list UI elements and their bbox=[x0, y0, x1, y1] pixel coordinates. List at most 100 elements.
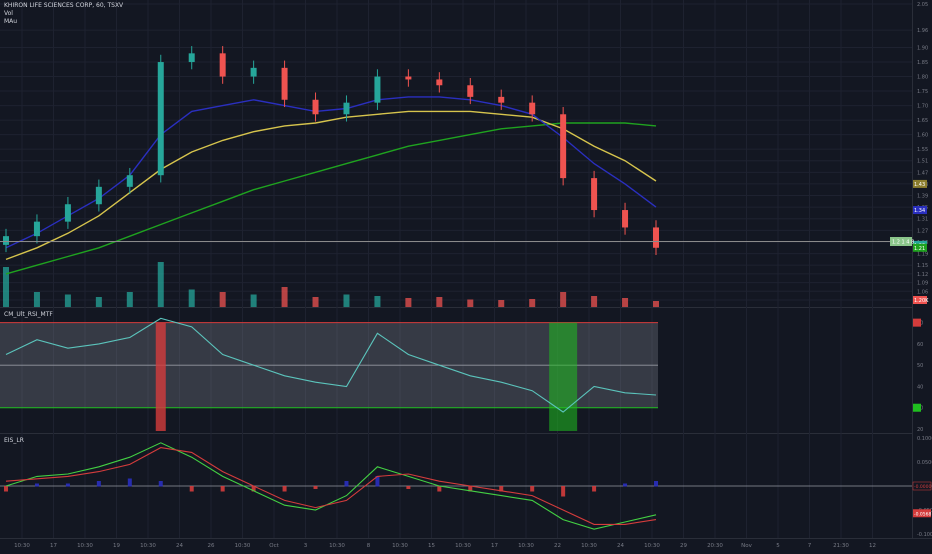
lr-histogram-bar bbox=[499, 486, 504, 492]
ma-line-ema200 bbox=[5, 122, 657, 275]
time-tick-label: 21:30 bbox=[833, 543, 849, 549]
volume-bar bbox=[560, 292, 567, 307]
candle-body bbox=[33, 221, 40, 237]
pivot-badge-bg bbox=[890, 237, 912, 246]
time-tick-label: 24 bbox=[617, 543, 624, 549]
volume-bar bbox=[622, 298, 629, 307]
price-tick-label: 1.15 bbox=[917, 263, 928, 269]
price-tick-label: 1.12 bbox=[917, 272, 928, 278]
volume-bar bbox=[529, 299, 536, 307]
rsi-tick-label: 50 bbox=[917, 363, 923, 369]
volume-bar bbox=[95, 297, 102, 307]
price-tick-label: 2.05 bbox=[917, 2, 928, 8]
lr-histogram-bar bbox=[282, 486, 287, 492]
price-tick-label: 1.96 bbox=[917, 28, 928, 34]
lr-histogram-bar bbox=[313, 486, 318, 489]
time-tick-label: 10:30 bbox=[644, 543, 660, 549]
volume-bar bbox=[188, 289, 195, 307]
volume-bar bbox=[3, 267, 9, 307]
ema50-price-badge: 1.34 bbox=[914, 208, 925, 214]
candle-body bbox=[312, 99, 319, 115]
time-tick-label: 8 bbox=[367, 543, 371, 549]
price-tick-label: 1.47 bbox=[917, 170, 928, 176]
rsi-tick-label: 40 bbox=[917, 384, 923, 390]
time-tick-label: 22 bbox=[554, 543, 561, 549]
volume-bar bbox=[498, 300, 505, 307]
time-tick-label: 26 bbox=[208, 543, 215, 549]
rsi-tick-label: 20 bbox=[917, 427, 923, 433]
volume-badge-bg bbox=[913, 296, 927, 304]
lr-badge-neg: -0.0568 bbox=[914, 511, 932, 517]
mau-label: MAu bbox=[4, 18, 18, 25]
lr-histogram-bar bbox=[127, 478, 132, 487]
price-tick-label: 1.39 bbox=[917, 194, 928, 200]
volume-bar bbox=[281, 287, 288, 307]
lr-histogram-bar bbox=[220, 486, 225, 492]
lr-histogram-bar bbox=[406, 486, 411, 489]
time-tick-label: 10:30 bbox=[140, 543, 156, 549]
time-tick-label: 7 bbox=[808, 543, 812, 549]
ma-line-ema100 bbox=[5, 110, 657, 261]
rsi-oversold-highlight bbox=[549, 322, 578, 431]
volume-bar bbox=[33, 292, 40, 307]
candle-body bbox=[250, 67, 257, 77]
lr-histogram-bar bbox=[251, 486, 256, 492]
time-tick-label: 24 bbox=[176, 543, 183, 549]
time-tick-label: Nov bbox=[741, 543, 752, 549]
volume-badge: 1.20K bbox=[914, 298, 929, 304]
candle-body bbox=[374, 76, 381, 103]
price-tick-label: 1.06 bbox=[917, 289, 928, 295]
lr-histogram-bar bbox=[158, 481, 163, 487]
ma-line-ema50 bbox=[5, 96, 657, 249]
vol-label: Vol bbox=[4, 10, 13, 17]
price-tick-label: 1.27 bbox=[917, 228, 928, 234]
time-tick-label: 20:30 bbox=[707, 543, 723, 549]
candle-body bbox=[3, 236, 9, 245]
lr-histogram-bar bbox=[561, 486, 566, 497]
time-tick-label: 10:30 bbox=[455, 543, 471, 549]
candle-body bbox=[591, 178, 598, 211]
candle-body bbox=[95, 186, 102, 205]
price-tick-label: 1.75 bbox=[917, 89, 928, 95]
time-tick-label: 10:30 bbox=[581, 543, 597, 549]
candle-body bbox=[622, 210, 629, 228]
candle-body bbox=[405, 76, 412, 80]
candle-body bbox=[343, 102, 350, 115]
volume-bar bbox=[374, 296, 381, 307]
time-tick-label: 10:30 bbox=[518, 543, 534, 549]
last-price-badge-bg bbox=[913, 243, 927, 252]
candle-body bbox=[64, 204, 71, 222]
volume-bar bbox=[157, 262, 164, 307]
volume-bar bbox=[126, 292, 133, 307]
lr-histogram-bar bbox=[375, 476, 380, 487]
rsi-line bbox=[5, 317, 657, 413]
candle-body bbox=[219, 53, 226, 77]
lr-histogram-bar bbox=[34, 483, 39, 487]
time-tick-label: 12 bbox=[869, 543, 876, 549]
candle-body bbox=[157, 62, 164, 176]
candle-body bbox=[126, 175, 133, 187]
candle-body bbox=[436, 79, 443, 86]
time-tick-label: 10:30 bbox=[329, 543, 345, 549]
volume-bar bbox=[64, 294, 71, 307]
candle-body bbox=[188, 53, 195, 63]
rsi-title: CM_Ult_RSI_MTF bbox=[4, 311, 53, 318]
lr-histogram-bar bbox=[189, 486, 194, 492]
candle-body bbox=[653, 227, 659, 248]
price-tick-label: 1.65 bbox=[917, 118, 928, 124]
time-tick-label: 17 bbox=[50, 543, 57, 549]
eis-title: EIS_LR bbox=[4, 437, 24, 444]
rsi-badge-lower bbox=[913, 403, 921, 412]
price-tick-label: 1.80 bbox=[917, 75, 928, 81]
lr-histogram-bar bbox=[344, 481, 349, 487]
ema50-price-badge-bg bbox=[913, 206, 927, 215]
lr-fast-line bbox=[5, 442, 657, 530]
time-tick-label: 10:30 bbox=[235, 543, 251, 549]
lr-histogram-bar bbox=[65, 483, 70, 487]
rsi-overbought-highlight bbox=[155, 322, 166, 431]
lr-badge-zero-bg bbox=[912, 481, 932, 491]
